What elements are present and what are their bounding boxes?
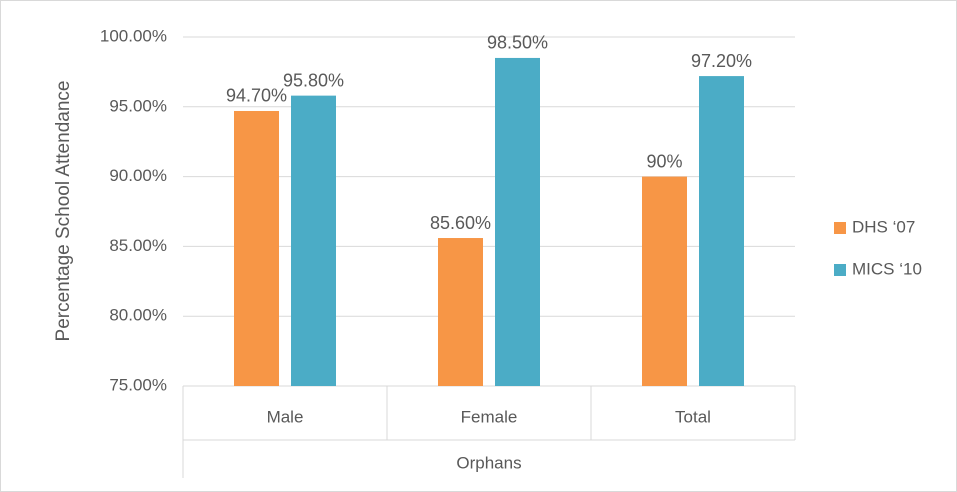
legend-swatch <box>834 264 846 276</box>
x-tick-label: Female <box>461 407 518 426</box>
legend-label: DHS ‘07 <box>852 217 915 236</box>
bar <box>291 95 336 386</box>
data-label: 94.70% <box>226 86 287 106</box>
x-axis-title: Orphans <box>456 453 521 472</box>
data-label: 85.60% <box>430 213 491 233</box>
y-tick-label: 75.00% <box>109 375 167 394</box>
bar <box>234 110 279 386</box>
y-tick-label: 80.00% <box>109 306 167 325</box>
bar <box>642 176 687 386</box>
y-tick-label: 90.00% <box>109 166 167 185</box>
data-label: 95.80% <box>283 70 344 90</box>
y-tick-label: 85.00% <box>109 236 167 255</box>
x-tick-label: Total <box>675 407 711 426</box>
bar <box>438 238 483 386</box>
bar <box>699 76 744 386</box>
legend-swatch <box>834 222 846 234</box>
legend-label: MICS ‘10 <box>852 259 922 278</box>
y-axis-title: Percentage School Attendance <box>53 81 74 342</box>
y-tick-label: 100.00% <box>100 26 167 45</box>
x-tick-label: Male <box>267 407 304 426</box>
y-tick-label: 95.00% <box>109 96 167 115</box>
data-label: 98.50% <box>487 33 548 53</box>
data-label: 90% <box>646 151 682 171</box>
bar <box>495 57 540 386</box>
data-label: 97.20% <box>691 51 752 71</box>
